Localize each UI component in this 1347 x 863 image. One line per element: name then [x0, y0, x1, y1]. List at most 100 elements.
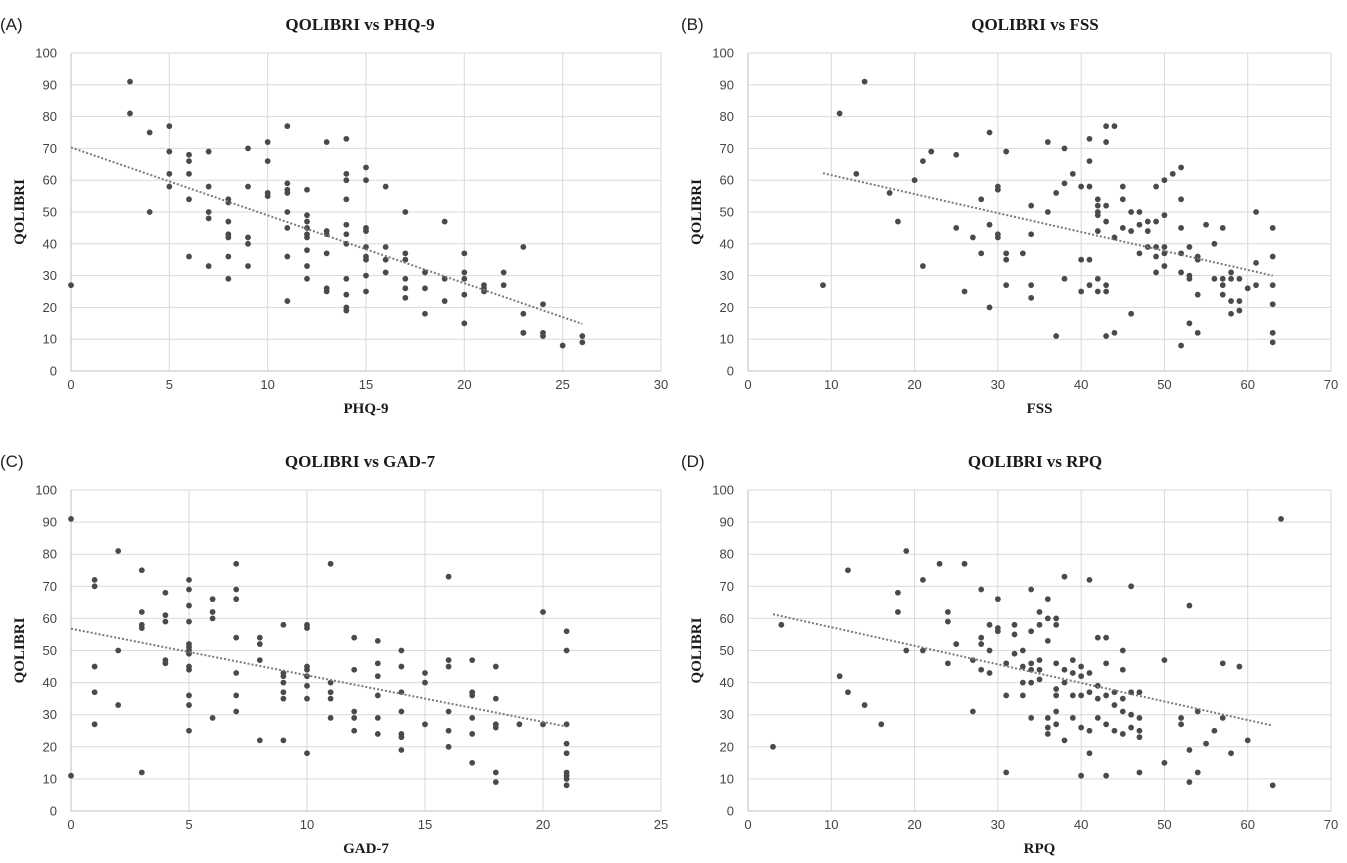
- data-point: [1194, 769, 1201, 776]
- data-point: [374, 673, 381, 680]
- data-point: [186, 618, 192, 625]
- data-point: [1086, 727, 1093, 734]
- data-point: [91, 721, 98, 728]
- data-point: [944, 609, 951, 615]
- data-point: [1119, 695, 1126, 702]
- data-point: [422, 310, 428, 317]
- data-point: [953, 151, 960, 158]
- data-point: [280, 673, 287, 680]
- data-point: [1228, 310, 1234, 317]
- data-point: [146, 129, 153, 136]
- data-point: [1044, 139, 1051, 145]
- data-point: [1111, 702, 1118, 708]
- data-point: [469, 692, 476, 699]
- data-point: [205, 263, 212, 269]
- data-point: [1178, 721, 1184, 728]
- data-point: [205, 183, 212, 190]
- data-point: [1069, 692, 1076, 699]
- data-point: [363, 272, 369, 279]
- y-tick-label: 90: [720, 515, 734, 530]
- data-point: [1236, 307, 1243, 314]
- data-point: [441, 298, 448, 304]
- data-point: [1103, 288, 1110, 295]
- data-point: [233, 560, 240, 567]
- data-point: [1069, 670, 1076, 676]
- data-point: [304, 263, 310, 269]
- data-point: [1219, 660, 1226, 667]
- y-tick-label: 40: [43, 236, 57, 251]
- data-point: [1236, 663, 1243, 670]
- data-point: [1078, 673, 1085, 680]
- chart-title: QOLIBRI vs GAD-7: [285, 452, 436, 471]
- data-point: [1011, 631, 1018, 638]
- data-point: [233, 586, 240, 593]
- data-point: [1003, 660, 1010, 667]
- data-point: [115, 702, 122, 708]
- data-point: [1094, 634, 1101, 641]
- data-point: [1094, 695, 1101, 702]
- data-point: [1136, 734, 1143, 741]
- y-tick-label: 20: [43, 739, 57, 754]
- data-point: [304, 682, 310, 689]
- data-point: [445, 708, 452, 715]
- data-point: [225, 275, 232, 282]
- y-tick-label: 100: [35, 46, 57, 61]
- data-point: [1203, 221, 1209, 228]
- data-point: [994, 186, 1001, 193]
- data-point: [402, 209, 409, 215]
- data-point: [115, 647, 122, 654]
- data-point: [1103, 139, 1110, 145]
- data-point: [953, 641, 960, 647]
- y-axis-title: QOLIBRI: [689, 617, 705, 683]
- data-point: [1094, 715, 1101, 721]
- x-tick-label: 10: [824, 377, 838, 392]
- data-point: [961, 560, 968, 567]
- data-point: [138, 769, 145, 776]
- trendline: [772, 613, 1273, 727]
- y-tick-label: 20: [720, 739, 734, 754]
- data-point: [1078, 288, 1085, 295]
- data-point: [402, 250, 409, 257]
- data-point: [343, 221, 350, 228]
- data-point: [402, 294, 409, 301]
- data-point: [986, 647, 993, 654]
- panel-label: (B): [681, 15, 704, 34]
- data-point: [1153, 218, 1159, 225]
- data-point: [1161, 250, 1168, 257]
- data-point: [461, 269, 468, 276]
- data-point: [323, 139, 330, 145]
- data-point: [853, 170, 860, 177]
- y-tick-label: 100: [35, 483, 57, 498]
- data-point: [978, 641, 985, 647]
- data-point: [1244, 285, 1251, 292]
- data-point: [540, 301, 546, 308]
- data-point: [1086, 576, 1093, 583]
- data-point: [304, 625, 310, 631]
- data-point: [1044, 615, 1051, 622]
- data-point: [245, 145, 251, 152]
- data-point: [1103, 660, 1110, 667]
- y-tick-label: 90: [720, 77, 734, 92]
- data-point: [225, 234, 232, 241]
- data-point: [363, 177, 369, 184]
- data-point: [256, 641, 263, 647]
- data-point: [1178, 196, 1184, 203]
- data-point: [1044, 637, 1051, 644]
- data-point: [398, 663, 405, 670]
- data-point: [323, 288, 330, 295]
- data-point: [1078, 724, 1085, 731]
- y-tick-label: 100: [712, 483, 734, 498]
- data-point: [1103, 333, 1110, 339]
- data-point: [1003, 769, 1010, 776]
- data-point: [986, 129, 993, 136]
- data-point: [461, 320, 468, 327]
- data-point: [343, 231, 350, 238]
- y-tick-label: 10: [720, 332, 734, 347]
- data-point: [422, 679, 428, 686]
- data-point: [1186, 602, 1193, 609]
- data-point: [351, 715, 358, 721]
- data-point: [1028, 586, 1035, 593]
- data-point: [351, 708, 358, 715]
- data-point: [969, 708, 976, 715]
- data-point: [469, 657, 476, 664]
